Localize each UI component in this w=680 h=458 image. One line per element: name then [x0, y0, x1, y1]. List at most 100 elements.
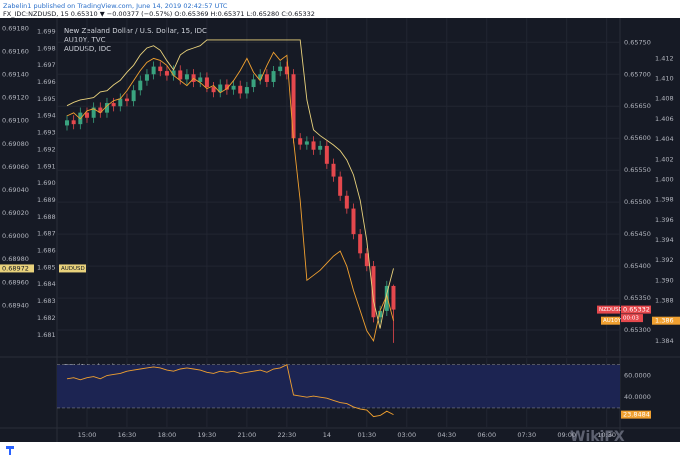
rsi-last-label: 23.8484	[623, 411, 650, 419]
y2-tick-label: 1.410	[655, 75, 674, 83]
candle-body	[378, 310, 383, 318]
candle-body	[118, 98, 123, 107]
candle-body	[318, 145, 323, 150]
y-tick-label: 0.65300	[624, 326, 651, 334]
footer-bar	[0, 442, 680, 458]
published-line: Zabelin1 published on TradingView.com, J…	[3, 2, 228, 10]
candle-body	[344, 195, 349, 209]
y4-tick-label: 1.695	[37, 95, 56, 103]
candle-body	[164, 71, 169, 76]
y4-tick-label: 1.685	[37, 263, 56, 271]
candle-body	[204, 77, 209, 88]
y3-tick-label: 0.69120	[2, 94, 29, 102]
x-tick-label: 22:30	[277, 431, 296, 439]
y2-tick-label: 1.412	[655, 54, 674, 62]
candle-body	[358, 234, 363, 254]
series-last-label: 0.68972	[2, 264, 29, 272]
overlay-line	[66, 39, 394, 329]
y2-tick-label: 1.406	[655, 115, 674, 123]
y-tick-label: 0.65550	[624, 166, 651, 174]
nzdusd-name-label: NZDUSD	[599, 307, 623, 313]
x-tick-label: 16:30	[118, 431, 137, 439]
candle-body	[371, 266, 376, 318]
candle-body	[211, 87, 216, 93]
candle-body	[224, 84, 229, 90]
y-tick-label: 0.65500	[624, 198, 651, 206]
rsi-last-tag	[621, 410, 651, 419]
x-tick-label: 03:00	[397, 431, 416, 439]
y4-tick-label: 1.699	[37, 27, 56, 35]
y3-tick-label: 0.68960	[2, 278, 29, 286]
y3-tick-label: 0.69160	[2, 47, 29, 55]
y4-tick-label: 1.696	[37, 78, 56, 86]
candle-body	[264, 74, 269, 82]
candle-body	[198, 77, 203, 82]
y4-tick-label: 1.682	[37, 314, 56, 322]
candle-body	[284, 66, 289, 75]
y-tick-label: 0.65450	[624, 230, 651, 238]
y-tick-label: 0.65700	[624, 70, 651, 78]
rsi-line	[66, 364, 394, 418]
x-tick-label: 19:30	[198, 431, 217, 439]
candle-body	[218, 84, 223, 93]
legend-entry: AUDUSD, IDC	[64, 45, 111, 53]
candle-body	[251, 79, 256, 88]
candle-body	[111, 103, 116, 107]
nzdusd-name-tag	[597, 305, 620, 314]
y3-tick-label: 0.69040	[2, 186, 29, 194]
y2-tick-label: 1.400	[655, 175, 674, 183]
series-name-label: AUDUSD	[61, 266, 85, 272]
candle-body	[384, 285, 389, 311]
candle-body	[258, 74, 263, 80]
candle-body	[158, 66, 163, 72]
candle-body	[291, 74, 296, 139]
y-tick-label: 0.65600	[624, 134, 651, 142]
candle-body	[331, 163, 336, 177]
candle-body	[91, 107, 96, 118]
y2-tick-label: 1.388	[655, 297, 674, 305]
legend-entry: New Zealand Dollar / U.S. Dollar, 15, ID…	[64, 27, 207, 35]
candle-body	[271, 71, 276, 82]
series-last-label: 1.386	[655, 317, 674, 325]
x-tick-label: 21:00	[238, 431, 257, 439]
y3-tick-label: 0.69060	[2, 163, 29, 171]
countdown-label: 00:03	[623, 316, 639, 322]
legend-entry: AU10Y, TVC	[64, 36, 106, 44]
y3-tick-label: 0.69140	[2, 71, 29, 79]
y4-tick-label: 1.689	[37, 196, 56, 204]
x-tick-label: 06:00	[477, 431, 496, 439]
y4-tick-label: 1.692	[37, 145, 56, 153]
y-tick-label: 0.65400	[624, 262, 651, 270]
y3-tick-label: 0.68980	[2, 255, 29, 263]
x-tick-label: 15:00	[78, 431, 97, 439]
x-tick-label: 10:30	[597, 431, 616, 439]
y4-tick-label: 1.691	[37, 162, 56, 170]
x-tick-label: 01:30	[357, 431, 376, 439]
y2-tick-label: 1.408	[655, 95, 674, 103]
y4-tick-label: 1.697	[37, 61, 56, 69]
watermark: WikiFX	[570, 429, 625, 445]
y4-tick-label: 1.684	[37, 280, 56, 288]
y4-tick-label: 1.694	[37, 112, 56, 120]
x-tick-label: 14	[323, 431, 331, 439]
candle-body	[304, 141, 309, 145]
candle-body	[311, 141, 316, 150]
candle-body	[178, 70, 183, 80]
rsi-tick-label: 40.0000	[624, 393, 651, 401]
y4-tick-label: 1.690	[37, 179, 56, 187]
candle-body	[324, 145, 329, 164]
y4-tick-label: 1.686	[37, 247, 56, 255]
candle-body	[144, 74, 149, 81]
y2-tick-label: 1.384	[655, 337, 674, 345]
candle-body	[84, 112, 89, 118]
candle-body	[364, 253, 369, 267]
x-tick-label: 09:00	[557, 431, 576, 439]
y4-tick-label: 1.683	[37, 297, 56, 305]
candle-body	[104, 103, 109, 113]
y4-tick-label: 1.687	[37, 230, 56, 238]
candle-body	[391, 285, 396, 310]
series-name-label: AU10Y	[603, 318, 622, 324]
y2-tick-label: 1.396	[655, 216, 674, 224]
candle-body	[231, 85, 236, 90]
